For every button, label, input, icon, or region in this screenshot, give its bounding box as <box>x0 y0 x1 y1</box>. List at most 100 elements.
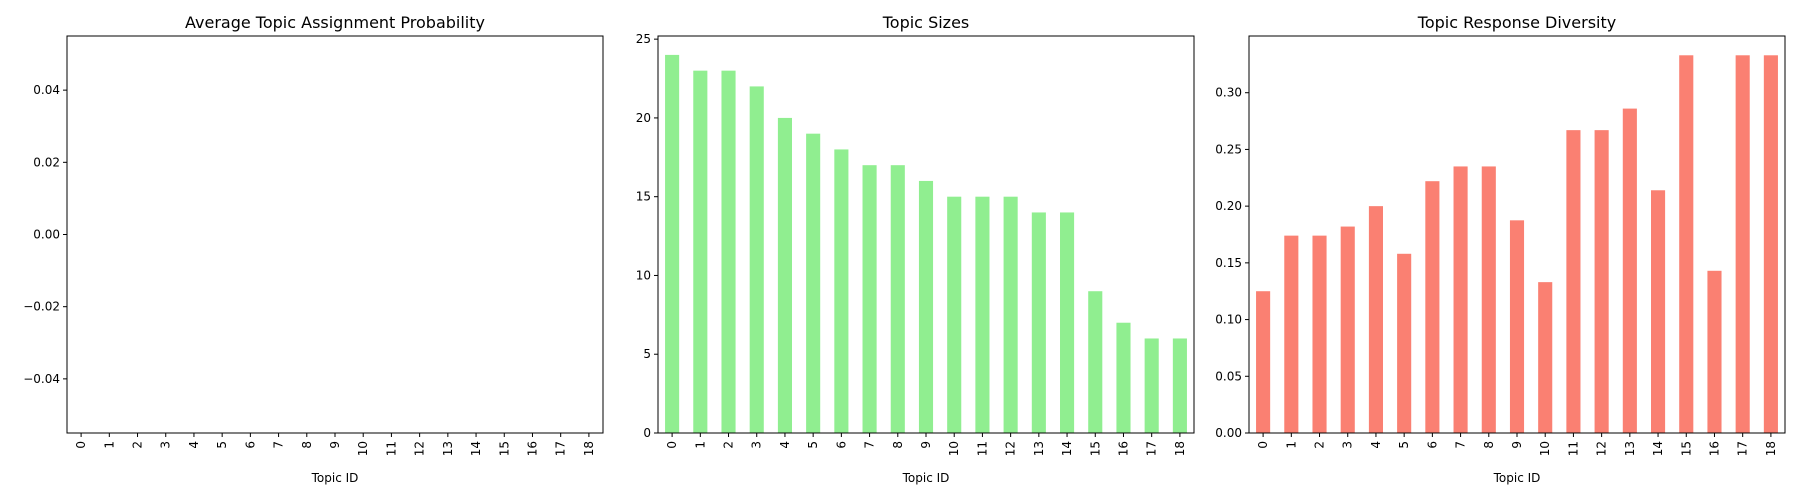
x-tick-label: 0 <box>665 441 679 449</box>
bar <box>721 70 736 434</box>
x-tick-label: 11 <box>1566 441 1580 456</box>
x-tick-label: 12 <box>413 441 427 456</box>
x-tick-label: 9 <box>328 441 342 449</box>
y-tick-label: 15 <box>636 190 651 204</box>
x-axis-label: Topic ID <box>311 471 359 485</box>
y-tick-label: 0.10 <box>1215 313 1242 327</box>
bar <box>1031 212 1046 433</box>
x-axis-label: Topic ID <box>1493 471 1541 485</box>
bar <box>693 70 708 434</box>
x-tick-label: 15 <box>1679 441 1693 456</box>
x-tick-label: 17 <box>1145 441 1159 456</box>
bar <box>1622 108 1637 433</box>
x-tick-label: 6 <box>1425 441 1439 449</box>
x-tick-label: 18 <box>1173 441 1187 456</box>
bar <box>1144 338 1159 433</box>
bar <box>665 54 680 434</box>
x-tick-label: 2 <box>1313 441 1327 449</box>
y-tick-label: 20 <box>636 111 651 125</box>
x-tick-label: 1 <box>102 441 116 449</box>
y-tick-label: 0.30 <box>1215 86 1242 100</box>
x-tick-label: 10 <box>947 441 961 456</box>
bar <box>834 149 849 433</box>
bar <box>1763 55 1778 433</box>
x-tick-label: 14 <box>1651 441 1665 456</box>
y-tick-label: 0.05 <box>1215 369 1242 383</box>
bar <box>1368 206 1383 433</box>
x-tick-label: 5 <box>215 441 229 449</box>
bar <box>1425 181 1440 433</box>
x-tick-label: 3 <box>1341 441 1355 449</box>
bar <box>1566 130 1581 433</box>
y-tick-label: 0 <box>643 426 651 440</box>
axes-frame <box>1248 35 1786 434</box>
axes-frame <box>66 35 604 434</box>
x-tick-label: 11 <box>975 441 989 456</box>
bar <box>806 133 821 433</box>
bar <box>1397 253 1412 433</box>
bar <box>1116 322 1131 433</box>
x-tick-label: 2 <box>722 441 736 449</box>
x-tick-label: 7 <box>272 441 286 449</box>
x-tick-label: 7 <box>1454 441 1468 449</box>
x-tick-label: 18 <box>1764 441 1778 456</box>
x-tick-label: 15 <box>497 441 511 456</box>
x-tick-label: 8 <box>1482 441 1496 449</box>
x-tick-label: 6 <box>243 441 257 449</box>
bar <box>749 86 764 434</box>
x-tick-label: 16 <box>1116 441 1130 456</box>
x-tick-label: 16 <box>1707 441 1721 456</box>
chart-title: Average Topic Assignment Probability <box>185 13 485 32</box>
bar <box>1003 196 1018 433</box>
x-tick-label: 1 <box>1284 441 1298 449</box>
y-tick-label: 5 <box>643 347 651 361</box>
bar <box>777 117 792 434</box>
y-tick-label: 0.00 <box>33 228 60 242</box>
x-tick-label: 10 <box>356 441 370 456</box>
bar <box>1538 282 1553 433</box>
x-tick-label: 4 <box>1369 441 1383 449</box>
x-tick-label: 1 <box>693 441 707 449</box>
bar <box>890 165 905 433</box>
y-tick-label: −0.04 <box>23 372 60 386</box>
x-tick-label: 3 <box>750 441 764 449</box>
bar <box>1453 166 1468 433</box>
x-tick-label: 14 <box>1060 441 1074 456</box>
x-tick-label: 3 <box>159 441 173 449</box>
bar <box>1481 166 1496 433</box>
bar <box>1172 338 1187 433</box>
axes-frame <box>657 35 1195 434</box>
x-tick-label: 0 <box>1256 441 1270 449</box>
bar <box>1651 190 1666 433</box>
y-tick-label: 0.20 <box>1215 199 1242 213</box>
bar <box>1340 226 1355 433</box>
x-tick-label: 7 <box>863 441 877 449</box>
x-tick-label: 8 <box>300 441 314 449</box>
bar <box>1312 235 1327 433</box>
x-axis-label: Topic ID <box>902 471 950 485</box>
x-tick-label: 14 <box>469 441 483 456</box>
bar <box>918 180 934 433</box>
x-tick-label: 9 <box>919 441 933 449</box>
chart-title: Topic Response Diversity <box>1417 13 1616 32</box>
bar <box>1735 55 1750 433</box>
x-tick-label: 17 <box>1736 441 1750 456</box>
bar <box>975 196 990 433</box>
bar <box>1679 55 1694 433</box>
x-tick-label: 9 <box>1510 441 1524 449</box>
x-tick-label: 5 <box>1397 441 1411 449</box>
chart-title: Topic Sizes <box>882 13 970 32</box>
bar <box>1707 270 1722 433</box>
x-tick-label: 12 <box>1595 441 1609 456</box>
bar <box>1284 235 1299 433</box>
bar <box>1060 212 1075 433</box>
x-tick-label: 10 <box>1538 441 1552 456</box>
x-tick-label: 4 <box>778 441 792 449</box>
y-tick-label: 0.02 <box>33 155 60 169</box>
x-tick-label: 13 <box>1623 441 1637 456</box>
x-tick-label: 16 <box>525 441 539 456</box>
bar <box>947 196 962 433</box>
y-tick-label: 0.00 <box>1215 426 1242 440</box>
bar <box>1088 291 1103 433</box>
